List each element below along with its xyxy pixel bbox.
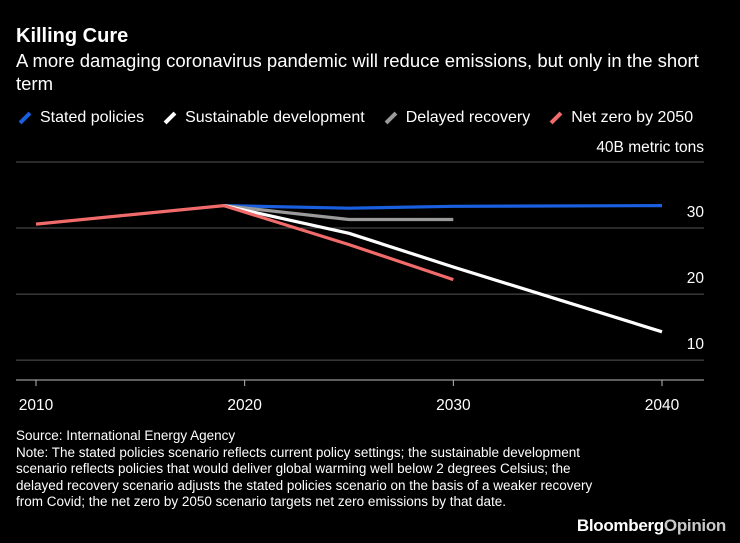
legend-item-sustainable-development: Sustainable development <box>161 108 365 128</box>
bloomberg-opinion-logo: BloombergOpinion <box>577 516 726 536</box>
x-tick-label-2010: 2010 <box>19 397 54 414</box>
legend-item-stated-policies: Stated policies <box>16 108 144 128</box>
x-tick-label-2040: 2040 <box>645 397 680 414</box>
legend-label-net-zero: Net zero by 2050 <box>571 109 694 126</box>
legend: Stated policies Sustainable development … <box>16 108 710 128</box>
source-note: Source: International Energy Agency <box>16 428 236 443</box>
brand-suffix: Opinion <box>663 516 726 535</box>
series-line-sustainable-development <box>223 204 663 334</box>
series-line-delayed-recovery <box>223 204 454 222</box>
x-tick-label-2020: 2020 <box>227 397 262 414</box>
y-tick-label-40: 40B metric tons <box>596 139 704 156</box>
chart-title: Killing Cure <box>16 25 129 47</box>
y-tick-label-30: 30 <box>687 204 705 221</box>
legend-label-sustainable-development: Sustainable development <box>185 109 365 126</box>
legend-item-delayed-recovery: Delayed recovery <box>382 108 531 128</box>
methodology-note: Note: The stated policies scenario refle… <box>16 444 593 510</box>
legend-label-delayed-recovery: Delayed recovery <box>405 109 531 126</box>
y-tick-label-10: 10 <box>687 336 705 353</box>
brand-name: Bloomberg <box>576 516 664 535</box>
legend-item-net-zero: Net zero by 2050 <box>547 108 693 128</box>
series-line-stated-policies <box>223 204 663 210</box>
y-tick-label-20: 20 <box>687 270 705 287</box>
x-tick-label-2030: 2030 <box>436 397 471 414</box>
chart-subtitle: A more damaging coronavirus pandemic wil… <box>16 50 699 94</box>
legend-label-stated-policies: Stated policies <box>40 109 145 126</box>
footer: Source: International Energy Agency Note… <box>16 428 616 511</box>
series-line-net-zero-by-2050 <box>35 204 454 282</box>
